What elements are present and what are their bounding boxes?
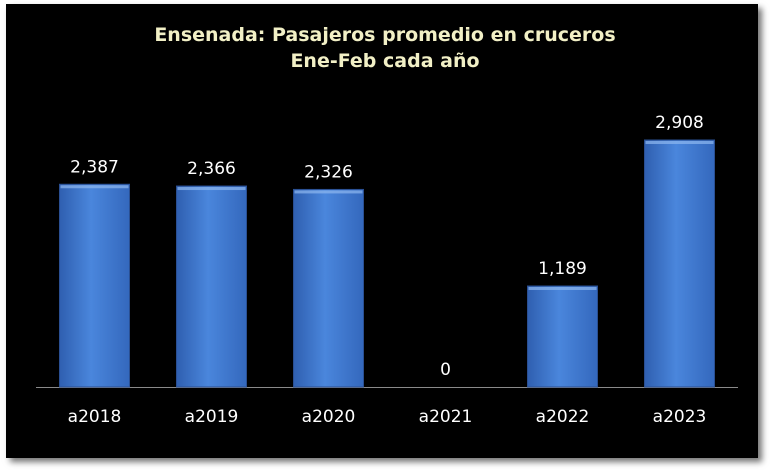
data-label-a2018: 2,387: [70, 157, 119, 177]
data-label-a2022: 1,189: [538, 259, 587, 279]
bar-a2019: [176, 185, 247, 388]
category-label-a2019: a2019: [185, 407, 239, 427]
bar-a2020: [293, 188, 364, 388]
chart-frame: [6, 4, 758, 458]
bar-highlight-a2019: [177, 187, 246, 191]
category-label-a2020: a2020: [302, 407, 356, 427]
category-label-a2018: a2018: [68, 407, 122, 427]
chart-title-line1: Ensenada: Pasajeros promedio en cruceros: [154, 24, 616, 46]
chart-title: Ensenada: Pasajeros promedio en cruceros…: [0, 22, 770, 74]
bar-highlight-a2023: [645, 141, 714, 144]
bar-a2018: [59, 183, 130, 388]
bar-highlight-a2018: [60, 185, 129, 189]
chart-subtitle: Ene-Feb cada año: [290, 50, 480, 72]
category-label-a2023: a2023: [653, 407, 707, 427]
category-label-a2022: a2022: [536, 407, 590, 427]
bar-highlight-a2022: [528, 287, 597, 291]
data-label-a2021: 0: [440, 360, 451, 380]
bar-a2022: [527, 285, 598, 388]
bar-highlight-a2020: [294, 190, 363, 194]
category-label-a2021: a2021: [419, 407, 473, 427]
data-label-a2019: 2,366: [187, 159, 236, 179]
data-label-a2023: 2,908: [655, 113, 704, 133]
data-label-a2020: 2,326: [304, 162, 353, 182]
bar-a2023: [644, 139, 715, 388]
